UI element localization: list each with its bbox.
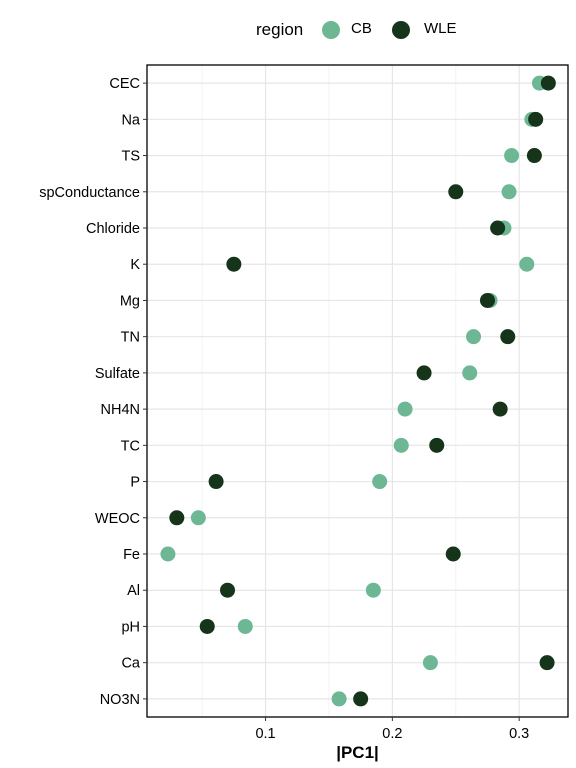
y-tick-label: NO3N: [100, 692, 140, 708]
point-cb-ca: [422, 655, 438, 671]
y-tick-label: NH4N: [101, 402, 140, 418]
point-cb-spconductance: [501, 184, 517, 200]
point-cb-ph: [237, 618, 253, 634]
point-wle-mg: [479, 292, 495, 308]
point-wle-p: [208, 474, 224, 490]
y-tick-label: Sulfate: [95, 366, 140, 382]
point-wle-chloride: [490, 220, 506, 236]
point-wle-k: [226, 256, 242, 272]
point-wle-ts: [526, 148, 542, 164]
point-cb-p: [372, 474, 388, 490]
y-tick-label: Al: [127, 583, 140, 599]
point-wle-no3n: [353, 691, 369, 707]
point-wle-ca: [539, 655, 555, 671]
point-wle-weoc: [169, 510, 185, 526]
y-tick-label: P: [130, 475, 140, 491]
panel-border: [146, 64, 569, 718]
point-wle-nh4n: [492, 401, 508, 417]
y-tick-label: pH: [121, 619, 140, 635]
legend-title: region: [256, 20, 304, 39]
point-cb-tn: [466, 329, 482, 345]
y-tick-label: Ca: [121, 656, 140, 672]
legend: region CB WLE: [0, 0, 576, 60]
y-tick-label: CEC: [109, 76, 140, 92]
point-cb-ts: [504, 148, 520, 164]
point-wle-ph: [199, 618, 215, 634]
point-wle-sulfate: [416, 365, 432, 381]
point-wle-al: [220, 582, 236, 598]
point-cb-fe: [160, 546, 176, 562]
y-tick-label: Na: [121, 112, 140, 128]
y-tick-label: K: [130, 257, 140, 273]
point-cb-k: [519, 256, 535, 272]
point-cb-sulfate: [462, 365, 478, 381]
point-cb-tc: [393, 437, 409, 453]
y-tick-label: TS: [121, 149, 140, 165]
y-tick-label: TC: [121, 438, 140, 454]
y-tick-label: Mg: [120, 293, 140, 309]
point-cb-nh4n: [397, 401, 413, 417]
x-tick-label: 0.1: [255, 726, 275, 742]
x-tick-label: 0.3: [509, 726, 529, 742]
point-wle-fe: [445, 546, 461, 562]
x-axis-label: |PC1|: [336, 743, 379, 762]
y-tick-label: Fe: [123, 547, 140, 563]
point-wle-tn: [500, 329, 516, 345]
point-wle-na: [528, 111, 544, 127]
point-cb-no3n: [331, 691, 347, 707]
point-cb-al: [365, 582, 381, 598]
y-tick-label: TN: [121, 330, 140, 346]
x-tick-label: 0.2: [382, 726, 402, 742]
point-wle-tc: [429, 437, 445, 453]
point-wle-cec: [540, 75, 556, 91]
legend-key-wle: [392, 21, 410, 39]
y-tick-label: WEOC: [95, 511, 140, 527]
legend-label-wle: WLE: [424, 20, 457, 37]
point-wle-spconductance: [448, 184, 464, 200]
legend-label-cb: CB: [351, 20, 372, 37]
point-cb-weoc: [190, 510, 206, 526]
y-tick-label: spConductance: [39, 185, 140, 201]
legend-key-cb: [322, 21, 340, 39]
y-tick-label: Chloride: [86, 221, 140, 237]
